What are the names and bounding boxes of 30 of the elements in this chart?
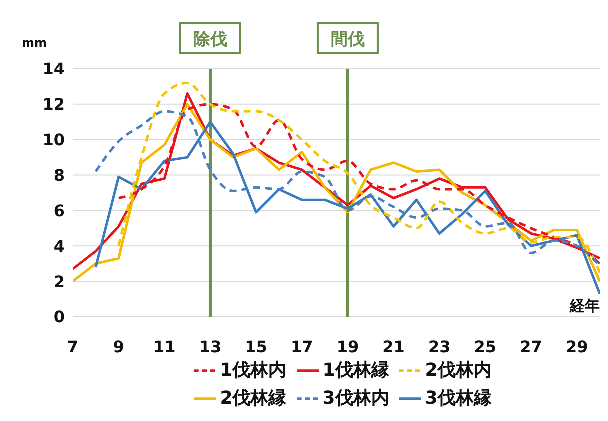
y-tick-label: 0 [54,308,65,327]
y-tick-label: 14 [42,60,65,79]
y-tick-label: 2 [54,272,65,292]
x-tick-label: 19 [336,337,360,356]
y-tick-label: 4 [54,236,65,256]
legend-label: 2伐林内 [425,360,492,381]
ref-line-label: 間伐 [330,30,365,50]
x-tick-label: 25 [474,337,497,356]
legend-label: 2伐林縁 [220,388,287,409]
ref-line-label: 除伐 [193,30,228,50]
x-tick-label: 27 [520,337,542,356]
y-tick-label: 12 [42,95,65,114]
x-tick-label: 11 [154,337,176,356]
y-tick-label: 10 [42,130,65,150]
y-axis-title: mm [22,36,48,50]
y-tick-label: 6 [54,201,65,220]
x-tick-label: 17 [291,337,314,356]
x-tick-label: 23 [428,337,451,356]
y-tick-label: 8 [54,166,65,185]
legend-label: 3伐林内 [322,388,390,409]
legend-label: 1伐林内 [220,360,287,381]
legend-label: 3伐林縁 [425,388,492,409]
legend-label: 1伐林縁 [322,360,390,381]
x-tick-label: 29 [566,337,588,356]
x-tick-label: 9 [113,337,124,356]
x-tick-label: 7 [67,337,79,356]
x-tick-label: 13 [199,337,222,356]
x-tick-label: 21 [382,337,405,356]
x-axis-title: 経年 [569,297,600,315]
x-tick-label: 15 [245,337,268,356]
